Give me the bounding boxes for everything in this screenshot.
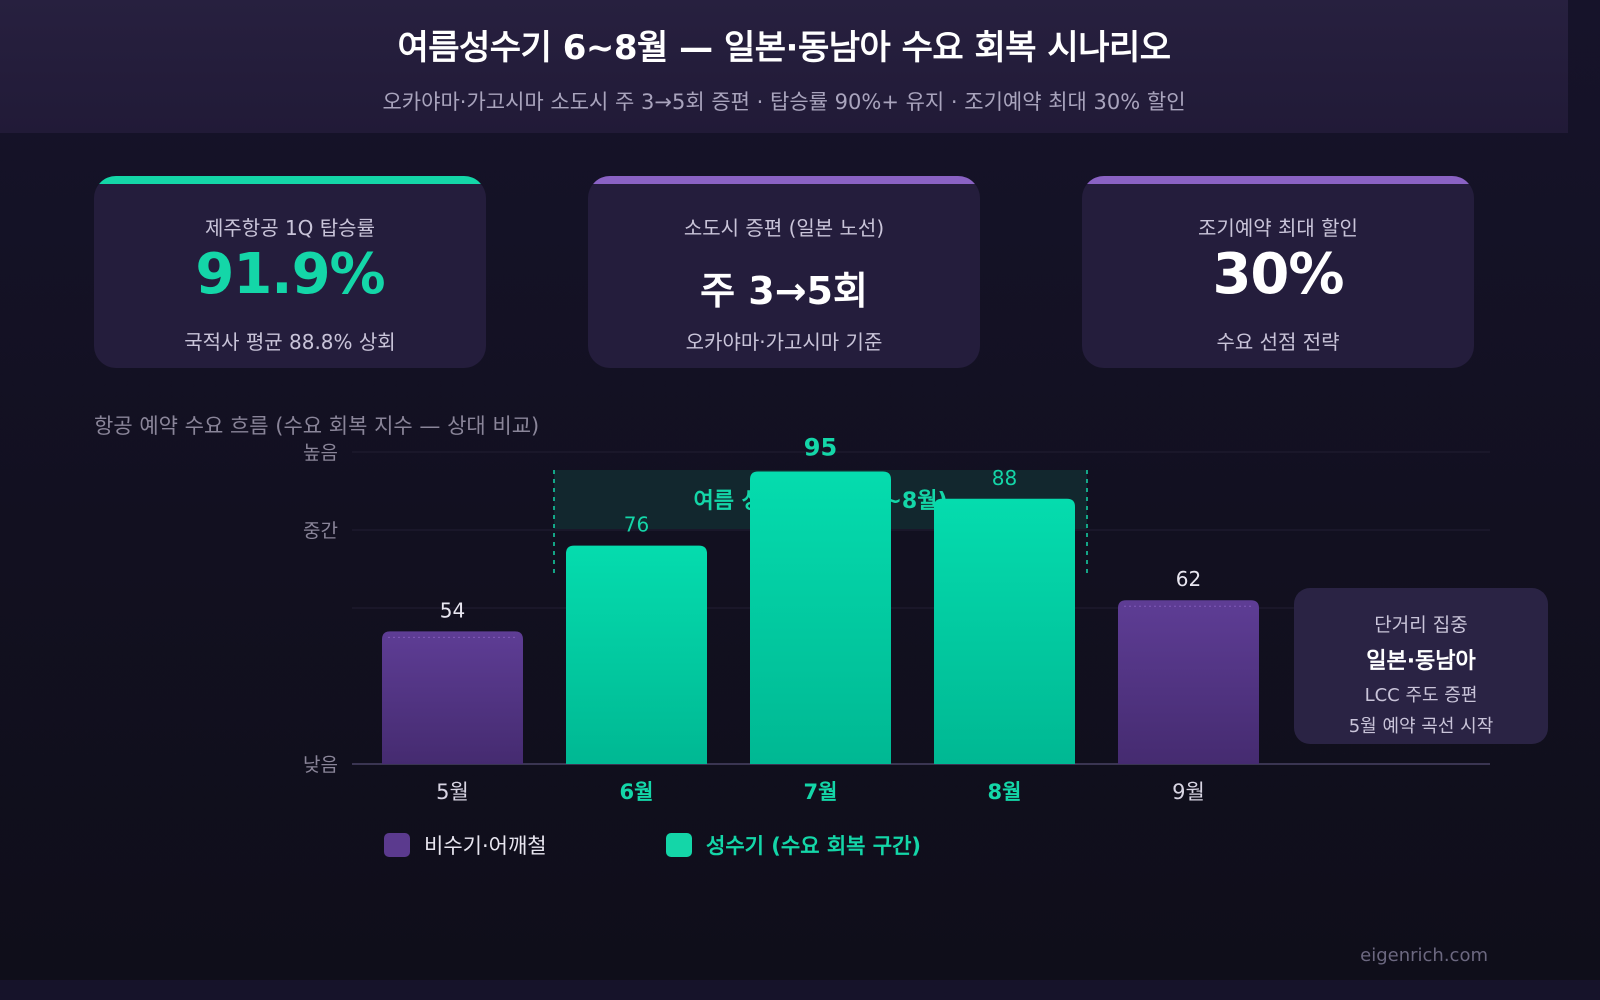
card-accent-bar xyxy=(1082,176,1474,184)
card-value: 91.9% xyxy=(195,242,385,307)
bar-3 xyxy=(750,471,891,764)
bar-2 xyxy=(566,545,707,764)
x-tick-label: 6월 xyxy=(620,780,654,804)
card-value: 주 3→5회 xyxy=(700,269,868,313)
card-label: 소도시 증편 (일본 노선) xyxy=(683,216,885,240)
kpi-card-early-booking-discount: 조기예약 최대 할인 30% 수요 선점 전략 xyxy=(1082,176,1474,368)
y-tick-label: 높음 xyxy=(303,442,338,464)
legend-swatch xyxy=(384,833,410,857)
y-tick-label: 중간 xyxy=(303,520,338,542)
card-accent-bar xyxy=(94,176,486,184)
bar-5 xyxy=(1118,600,1259,764)
bar-4 xyxy=(934,498,1075,764)
card-accent-bar xyxy=(588,176,980,184)
legend-item-peak: 성수기 (수요 회복 구간) xyxy=(666,830,921,860)
bar-1 xyxy=(382,631,523,764)
legend-label: 성수기 (수요 회복 구간) xyxy=(706,834,922,858)
bar-value-label: 95 xyxy=(804,434,837,462)
side-note-line: LCC 주도 증편 xyxy=(1364,685,1478,706)
x-tick-label: 8월 xyxy=(988,780,1022,804)
card-label: 제주항공 1Q 탑승률 xyxy=(205,216,375,240)
kpi-card-frequency-increase: 소도시 증편 (일본 노선) 주 3→5회 오카야마·가고시마 기준 xyxy=(588,176,980,368)
page-subtitle: 오카야마·가고시마 소도시 주 3→5회 증편 · 탑승률 90%+ 유지 · … xyxy=(382,90,1186,114)
card-label: 조기예약 최대 할인 xyxy=(1198,216,1358,240)
chart-title: 항공 예약 수요 흐름 (수요 회복 지수 — 상대 비교) xyxy=(94,414,540,438)
x-tick-label: 9월 xyxy=(1172,780,1205,804)
card-note: 국적사 평균 88.8% 상회 xyxy=(184,330,396,354)
legend-label: 비수기·어깨철 xyxy=(424,834,547,858)
demand-bar-chart: 여름 성수기 구간 (6~8월) 낮음중간높음545월766월957월888월6… xyxy=(303,434,1490,804)
bar-value-label: 88 xyxy=(992,466,1017,490)
side-note-line: 5월 예약 곡선 시작 xyxy=(1348,716,1494,737)
bar-value-label: 62 xyxy=(1176,567,1201,591)
header: 여름성수기 6~8월 — 일본·동남아 수요 회복 시나리오 오카야마·가고시마… xyxy=(0,0,1568,133)
y-tick-label: 낮음 xyxy=(303,754,338,776)
legend-swatch xyxy=(666,833,692,857)
side-note-highlight: 일본·동남아 xyxy=(1366,649,1476,674)
card-value: 30% xyxy=(1212,242,1344,307)
x-tick-label: 5월 xyxy=(436,780,469,804)
page-title: 여름성수기 6~8월 — 일본·동남아 수요 회복 시나리오 xyxy=(397,28,1171,68)
bar-value-label: 76 xyxy=(624,513,649,537)
kpi-card-load-factor: 제주항공 1Q 탑승률 91.9% 국적사 평균 88.8% 상회 xyxy=(94,176,486,368)
footer-site: eigenrich.com xyxy=(1360,945,1488,966)
bar-value-label: 54 xyxy=(440,598,465,622)
x-tick-label: 7월 xyxy=(804,780,838,804)
legend-item-off-peak: 비수기·어깨철 xyxy=(384,830,547,860)
side-note-box: 단거리 집중 일본·동남아 LCC 주도 증편 5월 예약 곡선 시작 xyxy=(1294,588,1548,744)
card-note: 수요 선점 전략 xyxy=(1216,330,1340,354)
card-note: 오카야마·가고시마 기준 xyxy=(685,330,883,354)
side-note-line: 단거리 집중 xyxy=(1374,614,1468,636)
